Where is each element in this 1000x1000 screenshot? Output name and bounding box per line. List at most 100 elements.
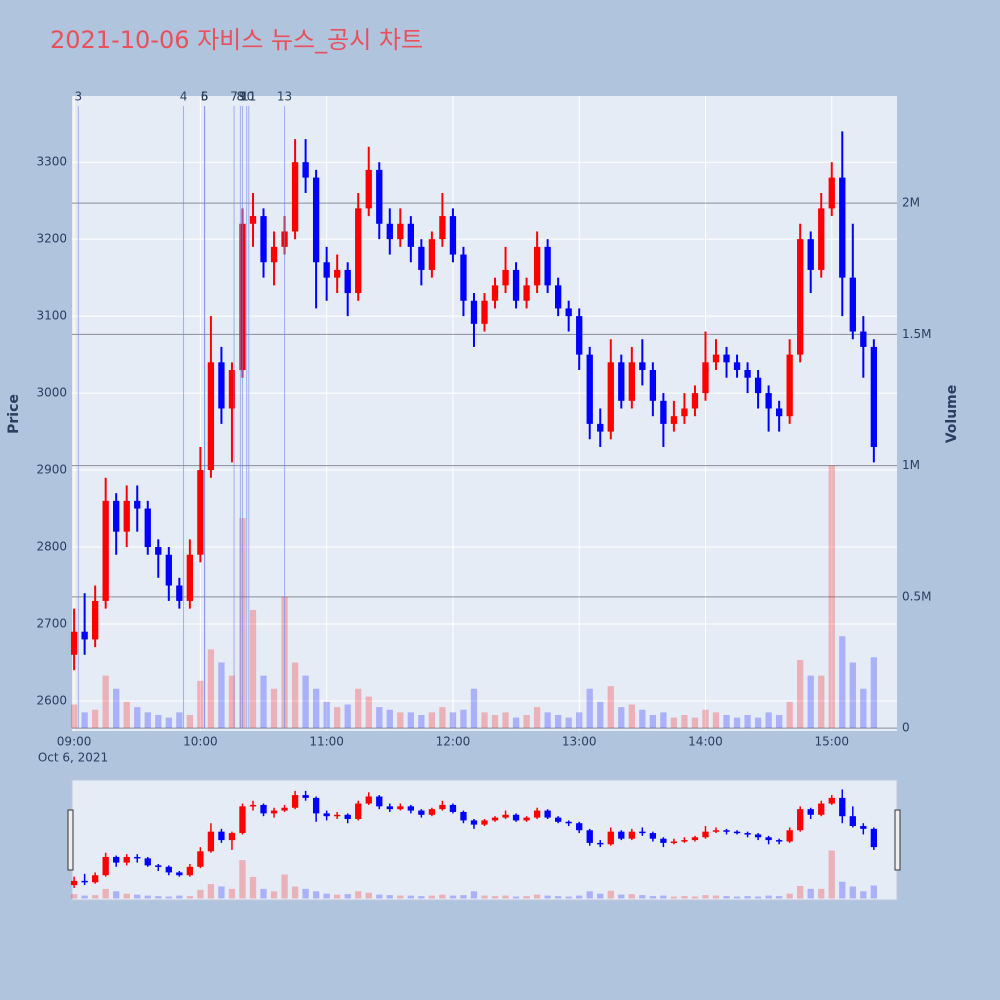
volume-bar [418, 896, 425, 899]
volume-bar [491, 714, 499, 729]
volume-bar [723, 714, 730, 729]
candle-body [723, 830, 730, 832]
x-date-label: Oct 6, 2021 [38, 751, 108, 765]
candle-body [797, 239, 804, 355]
candle-body [670, 416, 678, 424]
volume-bar [797, 659, 804, 729]
volume-bar [649, 896, 657, 899]
volume-bar [386, 709, 393, 729]
candle-body [291, 795, 299, 808]
volume-bar [870, 657, 878, 729]
volume-bar [533, 894, 541, 899]
volume-bar [523, 714, 530, 729]
candle-body [260, 804, 267, 814]
candle-body [81, 631, 88, 640]
candle-body [744, 833, 751, 835]
candle-body [702, 362, 709, 394]
volume-bar [207, 884, 215, 899]
y2-tick-label: 0.5M [902, 589, 931, 603]
volume-bar [397, 712, 404, 729]
volume-bar [228, 675, 236, 729]
volume-bar [386, 895, 393, 899]
volume-bar [144, 895, 151, 899]
candle-body [765, 837, 772, 841]
volume-bar [428, 712, 436, 729]
volume-bar [260, 888, 267, 899]
volume-bar [460, 709, 467, 729]
y-tick-label: 2600 [36, 693, 67, 707]
volume-bar [165, 896, 172, 899]
candle-body [744, 370, 751, 378]
volume-bar [849, 662, 856, 729]
candle-body [334, 269, 341, 278]
candle-body [828, 797, 835, 804]
volume-bar [597, 701, 604, 729]
y2-axis-title: Volume [944, 385, 960, 444]
candle-body [555, 817, 562, 822]
news-marker-label: 5 [201, 90, 209, 104]
candle-body [81, 880, 88, 883]
volume-bar [807, 675, 814, 729]
candle-body [376, 169, 383, 224]
candle-body [839, 797, 846, 817]
range-handle[interactable] [67, 809, 74, 871]
volume-bar [607, 890, 614, 899]
volume-bar [439, 707, 446, 729]
candle-body [786, 830, 793, 842]
volume-bar [197, 889, 204, 899]
candle-body [870, 828, 878, 848]
volume-bar [376, 894, 383, 899]
range-slider[interactable] [71, 779, 898, 901]
candle-body [870, 346, 878, 447]
volume-bar [123, 701, 130, 729]
volume-bar [449, 895, 457, 899]
candle-body [555, 285, 562, 309]
candle-body [597, 423, 604, 432]
candle-body [228, 370, 236, 409]
volume-bar [523, 896, 530, 899]
candle-body [165, 554, 172, 586]
volume-bar [312, 891, 320, 899]
volume-bar [355, 891, 362, 899]
volume-bar [355, 688, 362, 729]
volume-bar [81, 895, 88, 899]
volume-bar [113, 688, 120, 729]
volume-bar [470, 891, 478, 899]
candle-body [681, 840, 688, 842]
volume-bar [512, 717, 520, 729]
candle-body [302, 795, 309, 798]
candle-body [807, 239, 814, 270]
volume-bar [807, 888, 814, 899]
candle-body [576, 823, 583, 831]
range-handle[interactable] [894, 809, 901, 871]
volume-bar [186, 714, 194, 729]
candle-body [365, 169, 372, 209]
volume-bar [397, 895, 404, 899]
candle-body [176, 872, 183, 876]
volume-bar [91, 709, 99, 729]
candle-body [249, 216, 257, 224]
volume-bar [165, 717, 172, 729]
candle-body [512, 269, 520, 301]
volume-bar [481, 712, 488, 729]
volume-bar [376, 707, 383, 729]
candle-body [670, 841, 678, 843]
volume-bar [733, 896, 741, 899]
candle-body [839, 177, 846, 278]
volume-bar [439, 894, 446, 899]
volume-bar [218, 886, 225, 899]
volume-bar [460, 895, 467, 899]
candle-body [291, 162, 299, 232]
candle-body [533, 810, 541, 818]
volume-bar [628, 894, 635, 899]
news-marker-label: 11 [241, 90, 256, 104]
volume-bar [870, 885, 878, 899]
candle-body [523, 817, 530, 821]
candle-body [565, 821, 572, 824]
candle-body [113, 500, 120, 532]
volume-bar [91, 895, 99, 899]
candle-body [649, 370, 657, 401]
volume-bar [270, 891, 278, 899]
volume-bar [849, 886, 856, 899]
volume-bar [70, 704, 78, 729]
